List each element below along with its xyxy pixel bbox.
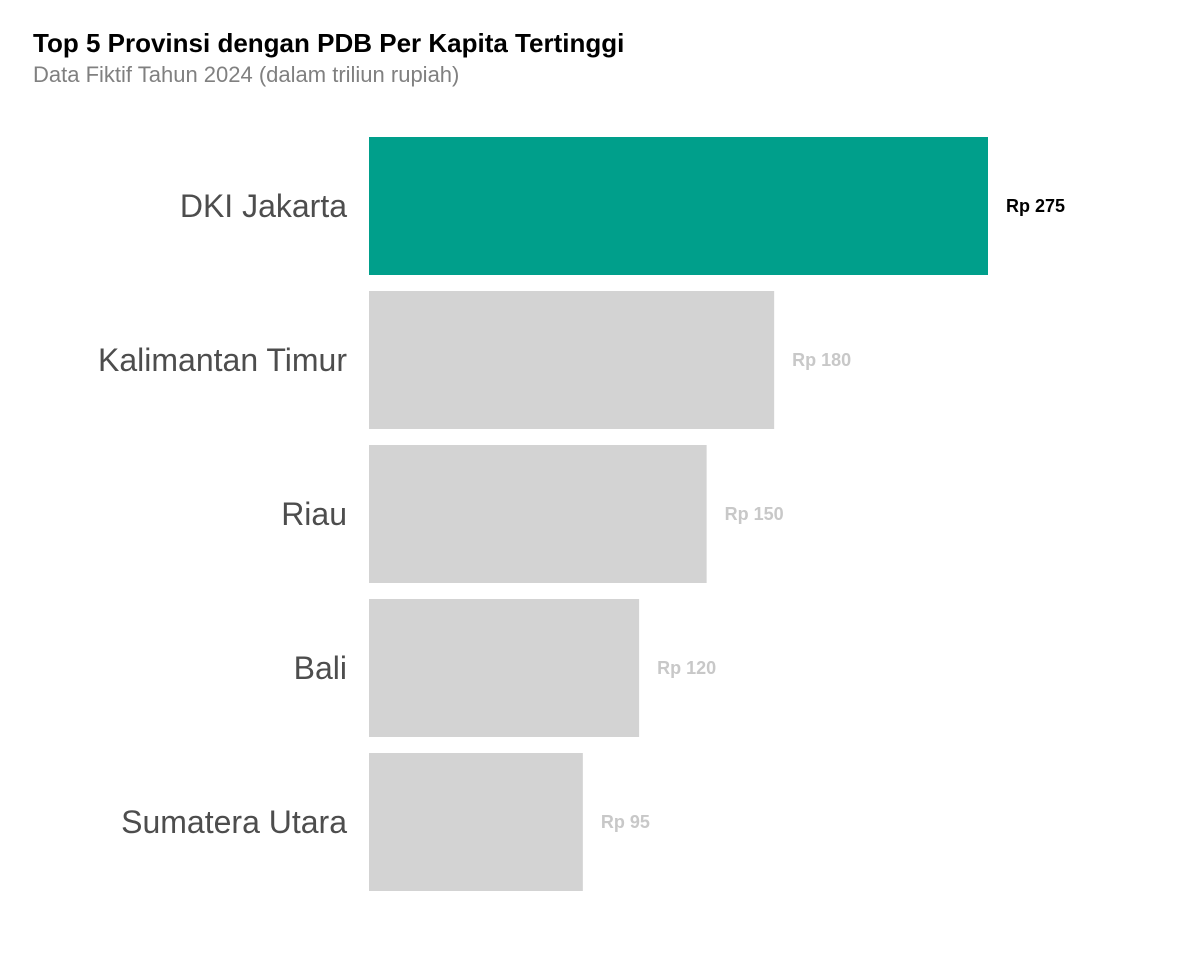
category-label: Bali — [294, 650, 347, 686]
value-label: Rp 95 — [601, 812, 650, 832]
chart-subtitle: Data Fiktif Tahun 2024 (dalam triliun ru… — [33, 62, 460, 87]
bar-bali — [369, 599, 640, 737]
category-label: Kalimantan Timur — [98, 342, 347, 378]
value-label: Rp 180 — [792, 350, 851, 370]
chart-title: Top 5 Provinsi dengan PDB Per Kapita Ter… — [33, 28, 625, 58]
bar-sumatera-utara — [369, 753, 583, 891]
bar-kalimantan-timur — [369, 291, 775, 429]
value-label: Rp 150 — [725, 504, 784, 524]
category-label: Riau — [281, 496, 347, 532]
category-label: Sumatera Utara — [121, 804, 347, 840]
bar-riau — [369, 445, 707, 583]
value-label: Rp 275 — [1006, 196, 1065, 216]
value-label: Rp 120 — [657, 658, 716, 678]
category-label: DKI Jakarta — [180, 188, 347, 224]
bar-dki-jakarta — [369, 137, 988, 275]
